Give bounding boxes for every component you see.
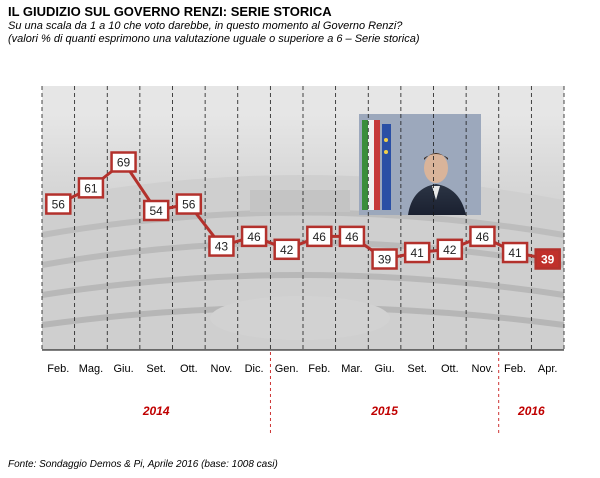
data-point-marker [110, 151, 137, 173]
x-tick-label: Giu. [113, 363, 133, 375]
x-tick-label: Feb. [504, 363, 526, 375]
data-point: 41 [501, 241, 529, 264]
year-labels: 2014 2015 2016 [142, 404, 545, 418]
x-tick-label: Apr. [538, 363, 558, 375]
x-tick-label: Ott. [180, 363, 198, 375]
data-label: 56 [52, 198, 66, 212]
data-point-marker [338, 225, 366, 248]
source-note: Fonte: Sondaggio Demos & Pi, Aprile 2016… [8, 459, 278, 470]
x-tick-label: Nov. [472, 363, 494, 375]
data-point-marker [403, 241, 431, 264]
data-point-marker [371, 248, 398, 270]
data-label: 46 [247, 230, 261, 244]
chart-subtitle-question: Su una scala da 1 a 10 che voto darebbe,… [8, 20, 403, 32]
x-tick-label: Set. [407, 363, 427, 375]
x-tick-label: Feb. [47, 363, 69, 375]
data-point-marker [501, 241, 529, 264]
data-point-marker [534, 248, 561, 270]
column-separators [41, 86, 565, 350]
x-tick-label: Dic. [245, 363, 264, 375]
data-label: 39 [541, 253, 555, 267]
x-tick-labels: Feb. Mag. Giu. Set. Ott. Nov. Dic. Gen. Feb. Mar.… [47, 363, 557, 375]
x-tick-label: Nov. [211, 363, 233, 375]
data-point-marker [142, 199, 170, 222]
x-tick-label: Giu. [374, 363, 394, 375]
data-point: 46 [469, 225, 496, 248]
data-point: 42 [436, 238, 464, 261]
data-point-marker [175, 193, 203, 215]
x-tick-label: Ott. [441, 363, 459, 375]
data-point: 46 [338, 225, 366, 248]
data-point-marker [45, 193, 72, 215]
data-points: 56 61 69 54 56 43 46 42 46 46 39 41 42 46 41 39 [45, 151, 561, 270]
data-point: 42 [273, 238, 300, 261]
data-point-marker [273, 238, 300, 261]
data-point: 43 [208, 235, 235, 257]
x-tick-label: Gen. [275, 363, 299, 375]
data-point-marker [208, 235, 235, 257]
data-label: 69 [117, 156, 131, 170]
data-label: 39 [378, 253, 392, 267]
data-point-marker [436, 238, 464, 261]
data-point: 46 [306, 225, 333, 248]
data-point: 46 [240, 225, 268, 248]
data-label: 46 [313, 230, 327, 244]
data-label: 42 [443, 243, 457, 257]
data-label: 41 [508, 246, 522, 260]
data-point-marker [306, 225, 333, 248]
data-label: 54 [150, 204, 164, 218]
data-point: 39 [534, 248, 561, 270]
renzi-photo [359, 114, 481, 215]
data-label: 46 [345, 230, 359, 244]
data-point: 56 [45, 193, 72, 215]
data-point-marker [240, 225, 268, 248]
chart-title: IL GIUDIZIO SUL GOVERNO RENZI: SERIE STO… [8, 4, 332, 19]
data-label: 42 [280, 243, 294, 257]
data-point-marker [77, 177, 105, 199]
data-label: 41 [411, 246, 425, 260]
data-label: 43 [215, 240, 229, 254]
data-point: 69 [110, 151, 137, 173]
x-tick-label: Mar. [341, 363, 362, 375]
data-label: 46 [476, 230, 490, 244]
data-point: 39 [371, 248, 398, 270]
data-point: 61 [77, 177, 105, 199]
series-line [57, 160, 548, 261]
data-point-marker [469, 225, 496, 248]
data-point: 41 [403, 241, 431, 264]
x-tick-label: Set. [146, 363, 166, 375]
year-label: 2016 [517, 404, 545, 418]
year-label: 2014 [142, 404, 170, 418]
data-point: 56 [175, 193, 203, 215]
data-label: 61 [84, 181, 98, 195]
chart-subtitle-note: (valori % di quanti esprimono una valuta… [8, 33, 420, 45]
x-tick-label: Mag. [79, 363, 103, 375]
year-label: 2015 [370, 404, 398, 418]
year-dividers [269, 352, 500, 436]
data-point: 54 [142, 199, 170, 222]
data-label: 56 [182, 198, 196, 212]
x-tick-label: Feb. [308, 363, 330, 375]
